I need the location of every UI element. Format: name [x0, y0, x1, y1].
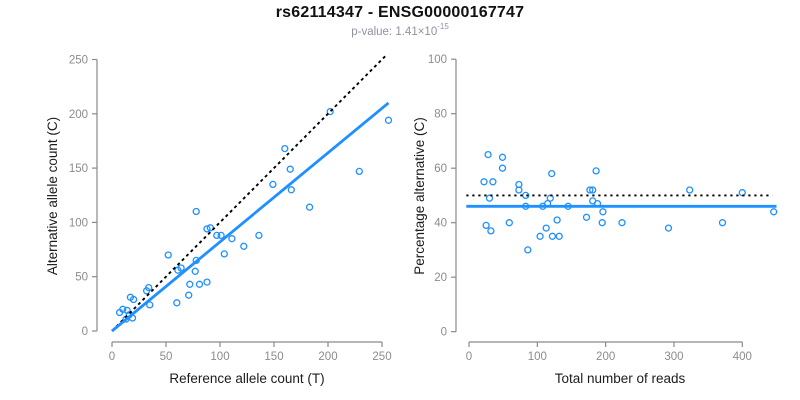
- data-point: [498, 153, 507, 161]
- identity-line: [111, 55, 386, 332]
- data-point: [487, 227, 495, 235]
- data-point: [582, 213, 591, 221]
- data-point: [186, 280, 194, 288]
- data-point: [228, 235, 236, 243]
- data-point: [598, 219, 606, 227]
- data-point: [164, 251, 172, 259]
- y-tick-label: 200: [69, 109, 88, 121]
- y-tick-label: 0: [441, 327, 447, 339]
- percentage-vs-reads-plot: 0 20 40 60 80 100 0 100 200 300 400: [428, 54, 778, 363]
- data-point: [498, 164, 507, 172]
- data-point: [177, 264, 185, 272]
- y-tick-label: 40: [434, 218, 447, 230]
- data-point: [203, 225, 211, 233]
- data-point: [213, 231, 221, 240]
- data-point: [618, 219, 626, 227]
- data-point: [129, 295, 138, 304]
- data-point: [524, 246, 532, 254]
- data-point: [599, 208, 607, 216]
- data-point: [548, 169, 556, 178]
- data-point: [195, 280, 204, 288]
- y-tick-label: 250: [69, 55, 88, 67]
- data-point: [255, 231, 263, 240]
- data-point: [355, 167, 363, 176]
- data-point: [287, 186, 295, 194]
- data-point: [217, 231, 225, 240]
- fit-line: [111, 101, 390, 333]
- data-point: [555, 232, 563, 240]
- data-point: [592, 167, 600, 175]
- y-tick-label: 100: [69, 217, 88, 229]
- data-point: [536, 232, 544, 240]
- data-point: [548, 232, 557, 240]
- data-point: [220, 250, 228, 258]
- data-point: [553, 216, 561, 224]
- y-tick-label: 60: [434, 163, 447, 175]
- data-point: [240, 242, 248, 250]
- x-tick-label: 200: [318, 351, 337, 363]
- left-plot-xlabel: Reference allele count (T): [169, 371, 325, 386]
- data-point: [485, 194, 494, 202]
- data-point: [586, 186, 594, 194]
- x-tick-label: 0: [109, 351, 115, 363]
- data-point: [484, 150, 492, 159]
- data-point: [718, 219, 727, 227]
- data-point: [192, 207, 200, 216]
- data-point: [384, 116, 393, 124]
- data-point: [145, 283, 153, 292]
- data-point: [686, 186, 694, 194]
- x-tick-label: 100: [528, 351, 547, 363]
- data-point: [489, 178, 497, 186]
- data-point: [515, 186, 523, 194]
- left-plot-ylabel: Alternative allele count (C): [45, 116, 60, 276]
- data-point: [203, 278, 211, 286]
- pvalue-subtitle: p-value: 1.41×10-15: [0, 22, 800, 38]
- data-point: [664, 224, 673, 232]
- y-tick-label: 20: [434, 272, 447, 284]
- allele-counts-plot: 0 50 100 150 200 250 0 50 100 150 200 250: [69, 55, 393, 363]
- x-tick-label: 300: [664, 351, 683, 363]
- x-tick-label: 50: [160, 351, 173, 363]
- y-tick-label: 50: [75, 272, 88, 284]
- data-point: [146, 301, 154, 309]
- y-tick-label: 0: [82, 326, 88, 338]
- data-point: [522, 191, 530, 200]
- right-plot-xlabel: Total number of reads: [554, 371, 686, 386]
- pvalue-label: p-value:: [351, 25, 396, 38]
- data-point: [286, 165, 294, 173]
- data-point: [482, 221, 490, 230]
- x-tick-label: 100: [210, 351, 229, 363]
- x-tick-label: 250: [372, 351, 391, 363]
- data-point: [542, 224, 550, 232]
- pvalue-exponent: -15: [437, 22, 449, 31]
- data-point: [173, 299, 181, 307]
- page-title: rs62114347 - ENSG00000167747: [275, 4, 525, 21]
- percentage-vs-reads-points: [480, 150, 778, 254]
- y-tick-label: 100: [428, 54, 447, 66]
- x-tick-label: 150: [264, 351, 283, 363]
- y-tick-label: 150: [69, 163, 88, 175]
- y-tick-label: 80: [434, 109, 447, 121]
- data-point: [185, 291, 193, 299]
- data-point: [505, 219, 513, 227]
- x-tick-label: 0: [466, 351, 472, 363]
- pvalue-value: 1.41×10: [395, 25, 438, 38]
- data-point: [269, 180, 277, 189]
- data-point: [480, 178, 488, 186]
- x-tick-label: 400: [733, 351, 752, 363]
- data-point: [191, 267, 199, 275]
- data-point: [589, 186, 597, 194]
- right-plot-ylabel: Percentage alternative (C): [412, 117, 427, 275]
- data-point: [281, 144, 289, 153]
- data-point: [770, 208, 778, 216]
- x-tick-label: 200: [596, 351, 615, 363]
- data-point: [119, 305, 127, 313]
- data-point: [326, 107, 334, 116]
- data-point: [305, 203, 314, 211]
